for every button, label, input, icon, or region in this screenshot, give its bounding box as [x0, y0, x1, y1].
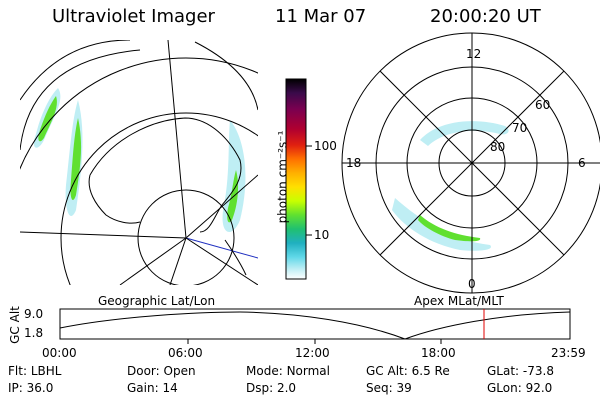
timeline-right-label: Apex MLat/MLT [414, 294, 504, 308]
timeline-xtick-1: 06:00 [168, 346, 203, 360]
timeline-xtick-0: 00:00 [42, 346, 77, 360]
info-flt: Flt: LBHL [8, 364, 62, 378]
lat-label-60: 60 [535, 98, 551, 112]
colorbar-tick-label-100: 100 [314, 139, 337, 153]
timeline-ytick-bottom: 1.8 [24, 326, 44, 340]
info-ip: IP: 36.0 [8, 381, 54, 395]
timeline-xtick-3: 18:00 [421, 346, 456, 360]
geographic-map [20, 40, 258, 285]
polar-label-18: 18 [346, 156, 362, 170]
info-mode: Mode: Normal [246, 364, 330, 378]
colorbar-label: photon cm⁻²s⁻¹ [275, 130, 290, 224]
polar-label-6: 6 [578, 156, 586, 170]
instrument-title: Ultraviolet Imager [52, 6, 215, 27]
info-door: Door: Open [127, 364, 196, 378]
info-dsp: Dsp: 2.0 [246, 381, 297, 395]
altitude-timeline [59, 308, 571, 344]
timeline-xtick-4: 23:59 [551, 346, 586, 360]
colorbar [285, 78, 307, 280]
polar-plot [341, 32, 600, 294]
lat-label-70: 70 [512, 121, 528, 135]
observation-time: 20:00:20 UT [430, 6, 541, 27]
timeline-left-label: Geographic Lat/Lon [98, 294, 216, 308]
timeline-ytick-top: 9.0 [24, 307, 44, 321]
polar-label-0: 0 [468, 277, 476, 291]
polar-label-12: 12 [466, 47, 482, 61]
info-gain: Gain: 14 [127, 381, 178, 395]
observation-date: 11 Mar 07 [275, 6, 367, 27]
aurora-emission-left [33, 88, 246, 232]
timeline-yaxis-label: GC Alt [7, 306, 22, 344]
timeline-xtick-2: 12:00 [295, 346, 330, 360]
colorbar-tick-label-10: 10 [314, 228, 330, 242]
info-glon: GLon: 92.0 [487, 381, 553, 395]
lat-label-80: 80 [490, 140, 506, 154]
info-seq: Seq: 39 [366, 381, 412, 395]
info-gc-alt: GC Alt: 6.5 Re [366, 364, 450, 378]
info-glat: GLat: -73.8 [487, 364, 554, 378]
